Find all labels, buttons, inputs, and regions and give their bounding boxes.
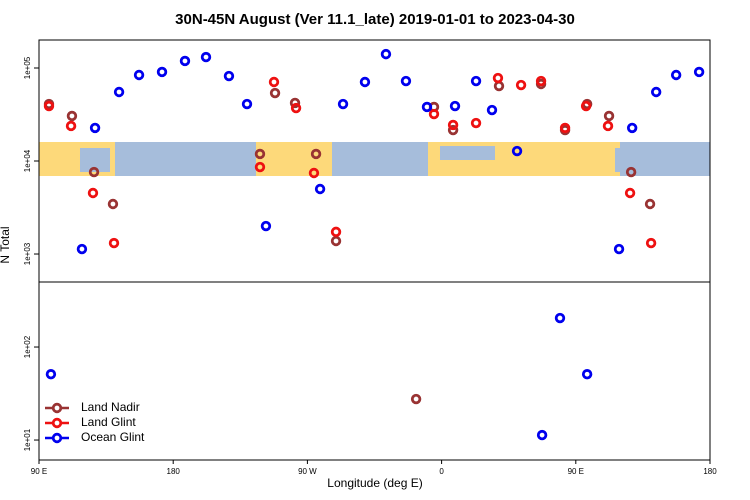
y-tick-label: 1e+05 — [23, 56, 32, 79]
point — [626, 122, 638, 134]
point — [602, 120, 614, 132]
x-tick-label: 90 E — [31, 467, 47, 476]
point — [536, 429, 548, 441]
point — [45, 369, 57, 380]
point — [693, 66, 705, 78]
point — [289, 97, 301, 109]
point — [269, 87, 281, 99]
point — [87, 187, 99, 199]
point — [428, 108, 440, 120]
point — [310, 148, 322, 160]
point — [486, 104, 498, 116]
x-tick-label: 180 — [167, 467, 181, 476]
point — [515, 79, 527, 91]
point — [400, 75, 412, 87]
point — [330, 226, 342, 238]
legend-label: Land Nadir — [81, 400, 140, 414]
point — [650, 86, 662, 98]
point — [330, 235, 342, 247]
point — [624, 187, 636, 199]
point — [670, 69, 682, 81]
point — [179, 55, 191, 67]
point — [88, 166, 100, 178]
point — [107, 198, 119, 210]
point — [580, 100, 592, 112]
plot-frame — [38, 39, 711, 461]
point — [290, 102, 302, 114]
point — [449, 100, 461, 112]
point — [76, 243, 88, 255]
x-axis-label: Longitude (deg E) — [327, 476, 422, 490]
point — [241, 98, 253, 110]
point — [421, 101, 433, 113]
point — [113, 86, 125, 98]
point — [603, 110, 615, 122]
point — [268, 76, 280, 88]
point — [613, 243, 625, 255]
point — [337, 98, 349, 110]
x-tick-label: 90 E — [568, 467, 584, 476]
point — [470, 75, 482, 87]
point — [447, 124, 459, 136]
point — [625, 166, 637, 178]
point — [447, 119, 459, 131]
point — [308, 167, 320, 179]
point — [644, 198, 656, 210]
point — [108, 237, 120, 249]
land-band — [256, 142, 332, 176]
x-tick-label: 180 — [703, 467, 717, 476]
point — [380, 48, 392, 60]
ocean-band — [440, 146, 495, 160]
point — [645, 237, 657, 249]
point — [254, 148, 266, 160]
chart-title: 30N-45N August (Ver 11.1_late) 2019-01-0… — [175, 11, 575, 28]
point — [43, 100, 55, 112]
point — [410, 393, 422, 405]
y-tick-label: 1e+04 — [23, 149, 32, 172]
point — [200, 51, 212, 63]
legend-label: Ocean Glint — [81, 430, 145, 444]
point — [66, 110, 78, 122]
legend-marker — [51, 432, 63, 444]
point — [581, 369, 593, 380]
legend-marker — [51, 402, 63, 414]
point — [314, 183, 326, 195]
point — [89, 122, 101, 134]
point — [554, 312, 566, 324]
point — [156, 66, 168, 78]
point — [254, 161, 266, 173]
point — [492, 72, 504, 84]
point — [493, 80, 505, 92]
map-strip — [39, 142, 710, 176]
point — [65, 120, 77, 132]
point — [359, 76, 371, 88]
legend-label: Land Glint — [81, 415, 136, 429]
point — [470, 117, 482, 129]
y-axis-label: N Total — [0, 226, 12, 263]
y-tick-label: 1e+03 — [23, 242, 32, 265]
x-tick-label: 90 W — [298, 467, 317, 476]
y-tick-label: 1e+01 — [23, 428, 32, 451]
y-tick-label: 1e+02 — [23, 335, 32, 358]
point — [559, 122, 571, 134]
point — [223, 70, 235, 82]
point — [133, 69, 145, 81]
point — [260, 220, 272, 232]
point — [511, 145, 523, 157]
x-tick-label: 0 — [439, 467, 444, 476]
legend-marker — [51, 417, 63, 429]
point — [535, 75, 547, 87]
